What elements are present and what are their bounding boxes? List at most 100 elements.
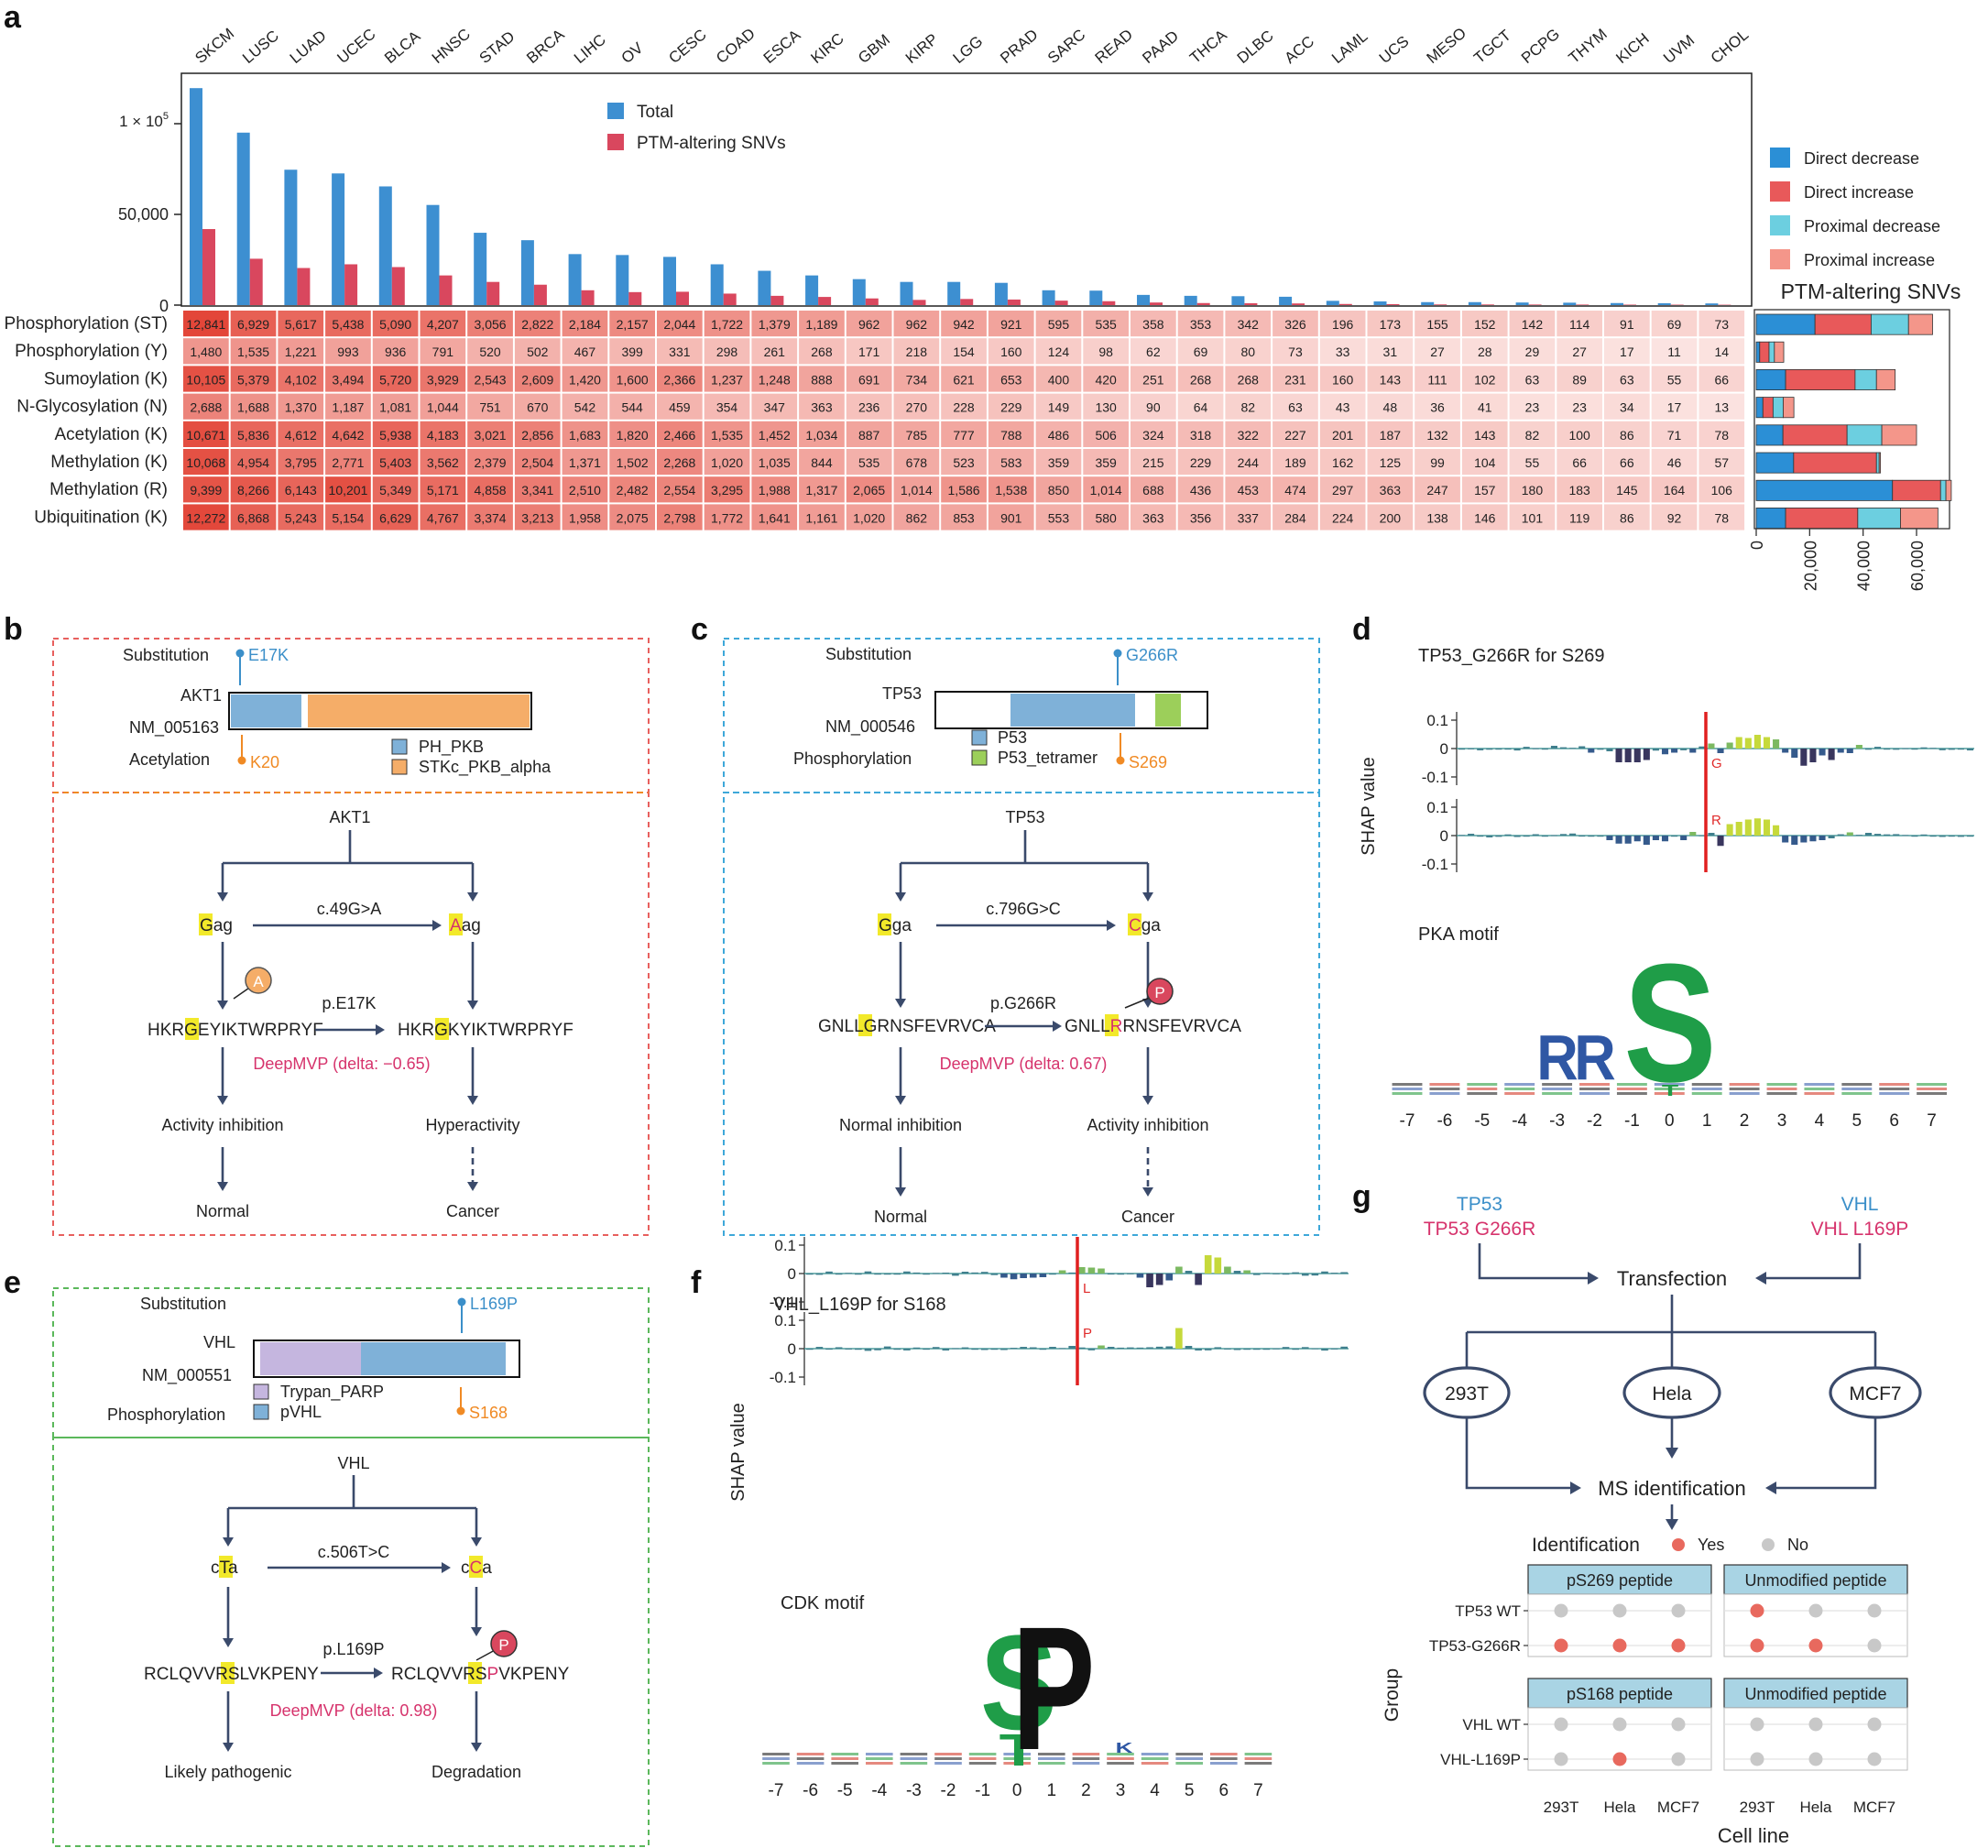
- shap-bar: [1791, 749, 1798, 758]
- shap-bar: [1744, 819, 1752, 836]
- heatmap-cell-value: 154: [953, 344, 975, 359]
- logo-noise: [1879, 1083, 1910, 1086]
- shap-bar: [815, 1347, 824, 1349]
- shap-bar: [1680, 836, 1688, 840]
- heatmap-cell: [1651, 504, 1698, 530]
- heatmap-cell-value: 33: [1336, 344, 1350, 359]
- logo-noise: [1616, 1092, 1647, 1095]
- heatmap-cell-value: 399: [621, 344, 643, 359]
- heatmap-cell-value: 535: [858, 455, 880, 470]
- heatmap-cell-value: 359: [1048, 455, 1070, 470]
- y-tick-label: 0.1: [774, 1237, 796, 1254]
- bar-total: [1137, 294, 1150, 305]
- x-tick-label: 20,000: [1801, 541, 1819, 591]
- logo-noise: [1392, 1092, 1423, 1095]
- heatmap-cell: [1367, 393, 1414, 420]
- cell-mcf7-label: MCF7: [1849, 1383, 1901, 1405]
- identification-dot: [1808, 1638, 1823, 1653]
- heatmap-cell: [278, 393, 324, 420]
- bar-ptm: [912, 300, 926, 305]
- heatmap-cell: [657, 504, 703, 530]
- logo-noise: [1392, 1088, 1423, 1090]
- shap-bar: [1146, 1274, 1153, 1287]
- phospho-mark: [490, 1630, 518, 1657]
- heatmap-cell: [467, 311, 513, 337]
- shap-plots: 0.1 0 -0.1 L 0.1 0 -0.1 P: [770, 1237, 1349, 1386]
- heatmap-cell-value: 66: [1620, 455, 1634, 470]
- motif-x-tick: 2: [1081, 1781, 1091, 1800]
- heatmap-cell-value: 297: [1332, 483, 1354, 498]
- heatmap-cell-value: 353: [1190, 317, 1212, 332]
- logo-noise: [1107, 1753, 1134, 1755]
- peptide-wt: GNLLGRNSFEVRVCA: [818, 1017, 996, 1036]
- heatmap-cell-value: 691: [858, 372, 880, 387]
- heatmap-cell: [1083, 338, 1129, 365]
- heatmap-cell: [1415, 421, 1460, 447]
- bar-ptm: [1054, 301, 1068, 305]
- heatmap-cell: [1699, 504, 1745, 530]
- bar-total: [568, 254, 582, 305]
- shap-bar: [1920, 747, 1928, 749]
- heatmap-cell-value: 215: [1142, 455, 1164, 470]
- logo-noise: [1917, 1088, 1948, 1090]
- cancer-type-label: TGCT: [1470, 27, 1514, 67]
- shap-bar: [1837, 834, 1844, 836]
- stacked-segment: [1755, 313, 1816, 335]
- cancer-type-label: PAAD: [1139, 27, 1182, 68]
- logo-noise: [1467, 1083, 1498, 1086]
- shap-bar: [1058, 1348, 1066, 1350]
- heatmap-cell-value: 73: [1714, 317, 1729, 332]
- logo-noise: [1107, 1757, 1134, 1760]
- heatmap-cell: [893, 393, 940, 420]
- heatmap-cell: [1177, 338, 1224, 365]
- shap-bar: [1763, 737, 1771, 749]
- logo-noise: [1841, 1092, 1873, 1095]
- heatmap-cell-value: 92: [1667, 510, 1682, 525]
- heatmap-cell: [1319, 504, 1366, 530]
- heatmap-cell-value: 17: [1620, 344, 1634, 359]
- heatmap-cell: [325, 366, 371, 392]
- heatmap-cell-value: 86: [1620, 510, 1634, 525]
- heatmap-cell-value: 200: [1380, 510, 1402, 525]
- heatmap-cell-value: 114: [1569, 317, 1590, 332]
- heatmap-cell-value: 653: [1000, 372, 1022, 387]
- heatmap-cell: [846, 421, 892, 447]
- heatmap-cell-value: 2,466: [663, 428, 695, 443]
- heatmap-cell-value: 251: [1142, 372, 1164, 387]
- heatmap-cell: [893, 338, 940, 365]
- tp53-mut-label: TP53 G266R: [1424, 1219, 1536, 1240]
- heatmap-cell: [372, 366, 419, 392]
- bar-total: [1421, 301, 1435, 305]
- heatmap-cell: [1699, 476, 1745, 503]
- heatmap-cell: [1367, 449, 1414, 476]
- codon-wt: cTa: [211, 1558, 238, 1578]
- heatmap-cell: [420, 338, 466, 365]
- logo-noise: [1038, 1753, 1065, 1755]
- heatmap-cell: [1367, 366, 1414, 392]
- stacked-segment: [1945, 479, 1952, 501]
- shap-bar: [835, 1347, 843, 1349]
- cancer-type-label: BRCA: [523, 26, 568, 67]
- heatmap-row-label: Phosphorylation (Y): [15, 342, 168, 361]
- heatmap-cell-value: 474: [1284, 483, 1306, 498]
- logo-noise: [1392, 1083, 1423, 1086]
- heatmap-cell-value: 46: [1667, 455, 1682, 470]
- heatmap-cell: [420, 366, 466, 392]
- panel-b-top-box: [52, 638, 650, 793]
- heatmap-cell-value: 66: [1714, 372, 1729, 387]
- heatmap-cell: [562, 504, 608, 530]
- cancer-type-labels: SKCM LUSC LUAD UCEC BLCA HNSC STAD BRCA LIHC OV CE…: [191, 24, 1752, 67]
- shap-bar: [1652, 836, 1659, 840]
- logo-letter: T: [1662, 1082, 1678, 1100]
- stacked-segment: [1755, 368, 1786, 390]
- heatmap-cell: [1557, 311, 1602, 337]
- residue-label: R: [1711, 813, 1721, 828]
- logo-noise: [1244, 1757, 1273, 1760]
- bar-ptm: [1244, 302, 1258, 305]
- heatmap-cell-value: 80: [1240, 344, 1255, 359]
- shap-bar: [1661, 749, 1669, 755]
- flow-gene: VHL: [337, 1454, 369, 1472]
- shap-bar: [903, 1271, 911, 1274]
- heatmap-cell-value: 1,370: [285, 400, 317, 415]
- heatmap-cell: [704, 311, 750, 337]
